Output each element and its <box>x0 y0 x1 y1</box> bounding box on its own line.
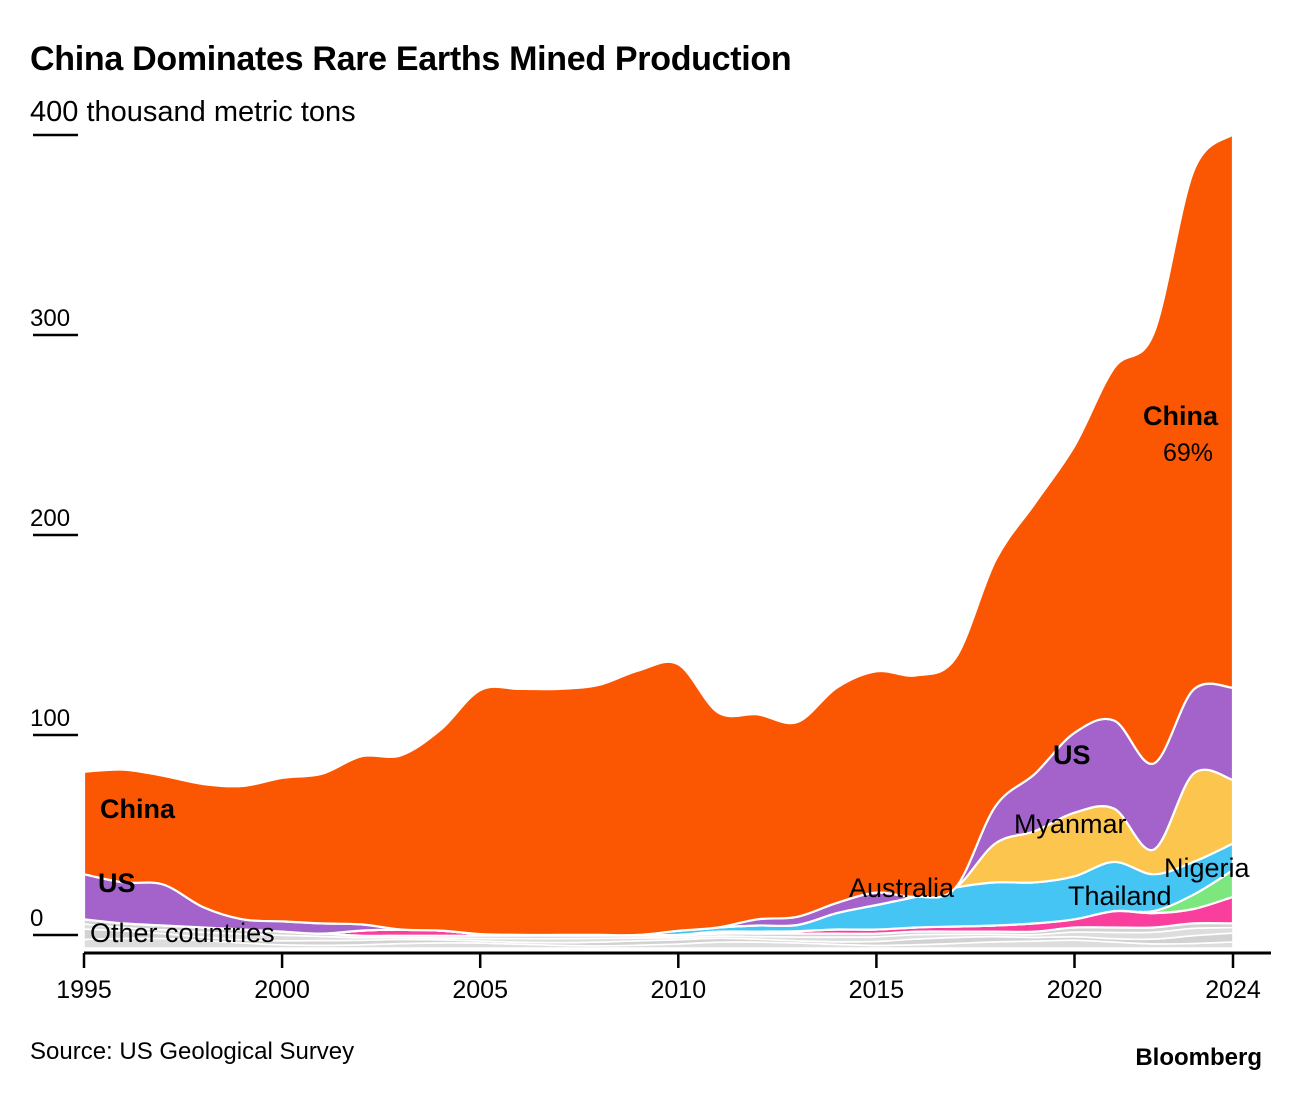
label-australia: Australia <box>849 873 955 903</box>
y-tick-label-0: 0 <box>30 905 43 932</box>
x-tick-label-2005: 2005 <box>452 976 508 1004</box>
axes: 1995 2000 2005 2010 2015 2020 2024 300 200 100 0 <box>30 133 1271 1004</box>
y-tick-label-100: 100 <box>30 705 70 732</box>
x-tick-label-2010: 2010 <box>650 976 706 1004</box>
source-note: Source: US Geological Survey <box>30 1038 355 1065</box>
x-tick-label-2020: 2020 <box>1047 976 1103 1004</box>
band-china <box>82 133 1235 937</box>
label-thailand: Thailand <box>1068 881 1172 911</box>
x-tick-label-2015: 2015 <box>849 976 905 1004</box>
label-us-left: US <box>98 868 136 898</box>
y-tick-label-200: 200 <box>30 505 70 532</box>
label-china-right: China <box>1143 401 1219 431</box>
chart-title: China Dominates Rare Earths Mined Produc… <box>30 40 792 78</box>
label-other-countries: Other countries <box>90 918 275 948</box>
label-china-left: China <box>100 794 176 824</box>
label-us-right: US <box>1053 740 1091 770</box>
label-myanmar: Myanmar <box>1014 809 1127 839</box>
chart-subtitle-unit: 400 thousand metric tons <box>30 96 356 128</box>
y-tick-label-300: 300 <box>30 305 70 332</box>
x-tick-label-2000: 2000 <box>254 976 310 1004</box>
x-tick-label-1995: 1995 <box>56 976 112 1004</box>
bloomberg-logo: Bloomberg <box>1135 1044 1262 1071</box>
x-tick-label-2024: 2024 <box>1205 976 1261 1004</box>
label-nigeria: Nigeria <box>1164 853 1250 883</box>
label-china-share: 69% <box>1163 439 1214 467</box>
